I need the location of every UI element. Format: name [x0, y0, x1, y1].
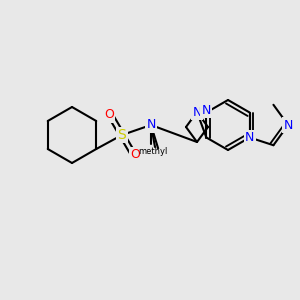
Text: S: S: [118, 128, 126, 142]
Text: O: O: [104, 109, 114, 122]
Text: methyl: methyl: [138, 148, 168, 157]
Text: O: O: [130, 148, 140, 161]
Text: N: N: [245, 131, 254, 144]
Text: N: N: [146, 118, 156, 131]
Text: N: N: [284, 118, 293, 131]
Text: N: N: [202, 104, 211, 117]
Text: N: N: [245, 131, 254, 144]
Text: N: N: [192, 106, 202, 118]
